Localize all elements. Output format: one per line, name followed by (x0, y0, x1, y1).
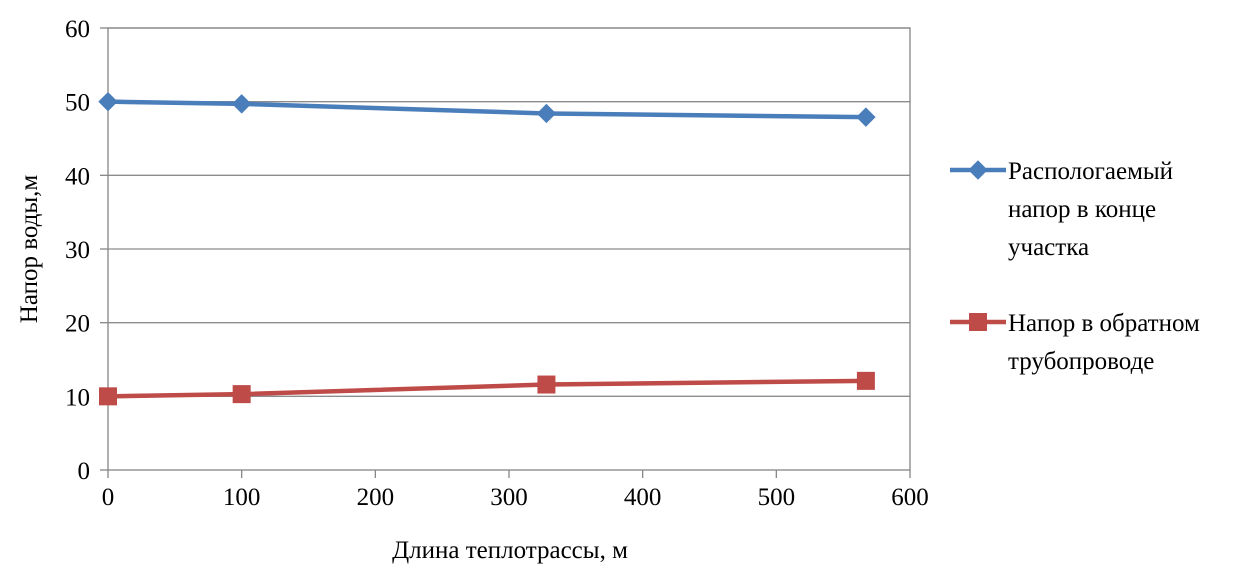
legend: Распологаемый напор в конце участка Напор в… (950, 158, 1200, 375)
x-tick-label: 300 (490, 484, 528, 511)
data-point (99, 387, 117, 406)
y-tick-label: 10 (65, 384, 90, 411)
y-tick-label: 20 (65, 311, 90, 338)
y-tick-label: 60 (65, 16, 90, 43)
x-tick-label: 500 (758, 484, 796, 511)
data-point (98, 91, 118, 112)
series-2 (99, 371, 875, 406)
legend-item-2: Напор в обратном трубопроводе (950, 310, 1200, 375)
x-tick-label: 100 (223, 484, 261, 511)
legend-marker (968, 160, 988, 180)
x-tick-label: 400 (624, 484, 662, 511)
data-point (231, 94, 252, 114)
series-1 (98, 91, 876, 127)
legend-label: участка (1008, 234, 1089, 261)
x-axis-title: Длина теплотрассы, м (392, 537, 628, 564)
data-point (536, 103, 557, 124)
y-tick-label: 0 (78, 458, 91, 485)
series-line (107, 99, 866, 120)
plot-area-border (107, 27, 911, 471)
data-point (232, 385, 251, 404)
y-tick-label: 40 (65, 163, 90, 190)
legend-label: напор в конце (1008, 196, 1156, 223)
series-line (107, 378, 866, 399)
legend-label: Распологаемый (1008, 158, 1173, 185)
y-tick-label: 50 (65, 90, 90, 117)
data-point (537, 375, 556, 394)
x-tick-label: 200 (357, 484, 395, 511)
y-tick-label: 30 (65, 237, 90, 264)
legend-label: Напор в обратном (1008, 310, 1200, 337)
series-group (98, 91, 876, 406)
legend-marker (969, 313, 987, 331)
x-tick-label: 0 (102, 484, 115, 511)
y-axis-title: Напор воды,м (16, 175, 43, 324)
x-tick-label: 600 (891, 484, 929, 511)
legend-item-1: Распологаемый напор в конце участка (950, 158, 1173, 261)
data-point (856, 107, 876, 127)
data-point (856, 371, 875, 390)
legend-label: трубопроводе (1008, 348, 1154, 375)
gridlines (108, 27, 910, 397)
